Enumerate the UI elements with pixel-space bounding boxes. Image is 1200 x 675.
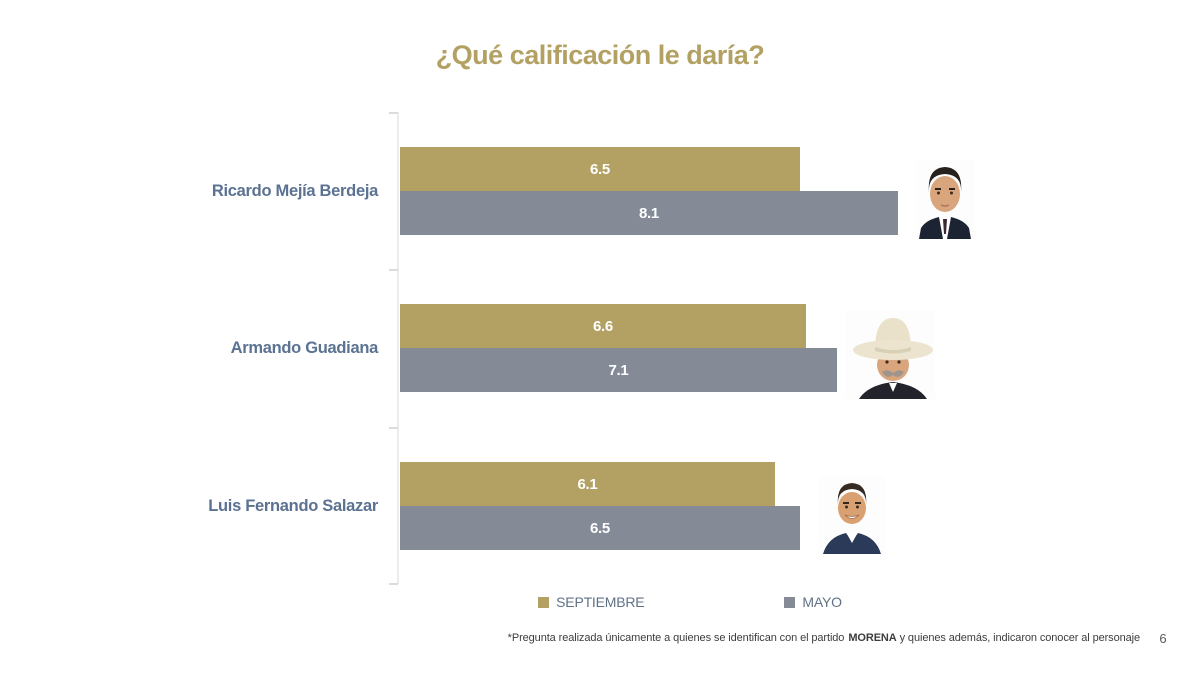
legend-label: MAYO — [802, 594, 842, 610]
chart-row-luis-fernando: Luis Fernando Salazar 6.1 6.5 — [0, 462, 1200, 550]
axis-tick — [389, 427, 398, 429]
legend-item-septiembre: SEPTIEMBRE — [538, 594, 645, 610]
legend-swatch-septiembre — [538, 596, 550, 608]
chart-row-armando-guadiana: Armando Guadiana 6.6 7.1 — [0, 304, 1200, 392]
category-label: Ricardo Mejía Berdeja — [211, 181, 378, 200]
page-number: 6 — [1159, 631, 1167, 646]
category-label: Armando Guadiana — [230, 338, 379, 357]
photo-ricardo-mejia — [916, 160, 974, 239]
bar-septiembre-ricardo: 6.5 — [400, 147, 800, 191]
footnote-text: y quienes además, indicaron conocer al p… — [896, 632, 1141, 644]
bar-value: 6.1 — [577, 475, 598, 493]
photo-armando-guadiana — [845, 310, 935, 399]
legend-item-mayo: MAYO — [784, 594, 842, 610]
legend-swatch-mayo — [784, 596, 796, 608]
bar-mayo-luis: 6.5 — [400, 506, 800, 550]
chart-row-ricardo-mejia: Ricardo Mejía Berdeja 6.5 8.1 — [0, 147, 1200, 235]
bar-value: 6.5 — [590, 160, 610, 178]
footnote-highlight: MORENA — [848, 632, 897, 644]
bar-septiembre-armando: 6.6 — [400, 304, 806, 348]
footnote: *Pregunta realizada únicamente a quienes… — [0, 632, 1140, 644]
bar-mayo-armando: 7.1 — [400, 348, 837, 392]
footnote-text: *Pregunta realizada únicamente a quienes… — [507, 632, 845, 644]
legend: SEPTIEMBRE MAYO — [400, 594, 980, 610]
bar-value: 8.1 — [639, 204, 659, 222]
axis-tick — [389, 583, 398, 585]
category-label: Luis Fernando Salazar — [208, 496, 378, 515]
bar-mayo-ricardo: 8.1 — [400, 191, 898, 235]
chart-title: ¿Qué calificación le daría? — [435, 40, 765, 70]
bar-value: 6.5 — [590, 519, 610, 537]
legend-label: SEPTIEMBRE — [556, 594, 645, 610]
bar-value: 6.6 — [593, 317, 613, 335]
axis-line — [397, 112, 399, 584]
axis-tick — [389, 112, 398, 114]
bar-septiembre-luis: 6.1 — [400, 462, 775, 506]
bar-value: 7.1 — [608, 361, 629, 379]
photo-luis-fernando — [819, 477, 885, 554]
axis-tick — [389, 269, 398, 271]
